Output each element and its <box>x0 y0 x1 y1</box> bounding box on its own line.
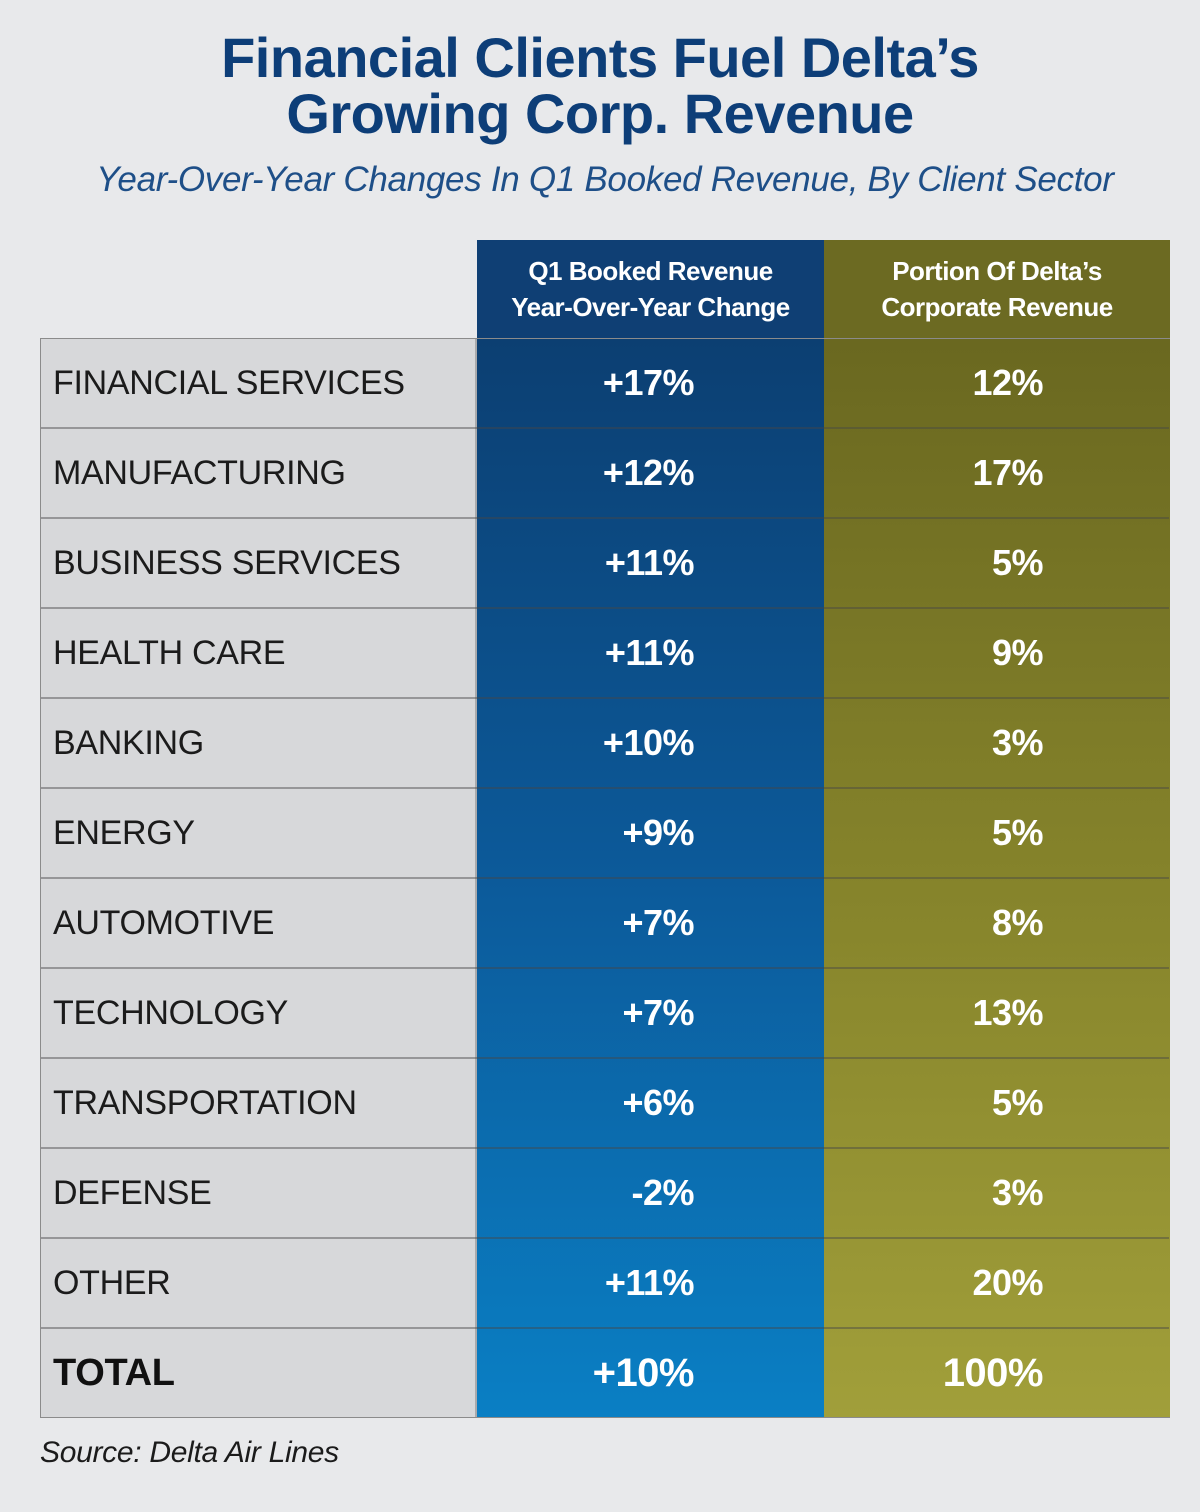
sector-label: FINANCIAL SERVICES <box>53 363 405 402</box>
revenue-share-value: 3% <box>991 722 1044 763</box>
sector-label: HEALTH CARE <box>53 633 286 672</box>
table-row: DEFENSE -2% 3% <box>41 1149 1169 1239</box>
sector-label: MANUFACTURING <box>53 453 346 492</box>
yoy-change-value: +12% <box>602 452 695 493</box>
table-row-total: TOTAL +10% 100% <box>41 1329 1169 1419</box>
column-header-yoy-change-line1: Q1 Booked Revenue <box>528 256 773 286</box>
yoy-change-value: +17% <box>602 362 695 403</box>
table-row: ENERGY +9% 5% <box>41 789 1169 879</box>
revenue-share-value: 12% <box>972 362 1043 403</box>
revenue-share-value: 9% <box>991 632 1044 673</box>
revenue-share-value: 17% <box>972 452 1043 493</box>
column-header-yoy-change-line2: Year-Over-Year Change <box>511 292 790 322</box>
yoy-change-value: +7% <box>622 902 694 943</box>
yoy-change-value: -2% <box>631 1172 694 1213</box>
sector-label: OTHER <box>53 1263 171 1302</box>
sector-label: TRANSPORTATION <box>53 1083 357 1122</box>
table-row: AUTOMOTIVE +7% 8% <box>41 879 1169 969</box>
revenue-share-value: 5% <box>991 1082 1044 1123</box>
yoy-change-value: +7% <box>622 992 694 1033</box>
revenue-share-column-background <box>824 339 1170 1417</box>
table-rows: FINANCIAL SERVICES +17% 12% MANUFACTURING +1… <box>41 339 1169 1417</box>
yoy-change-value: +11% <box>604 1262 695 1303</box>
column-header-yoy-change: Q1 Booked Revenue Year-Over-Year Change <box>477 240 824 338</box>
table-row: BANKING +10% 3% <box>41 699 1169 789</box>
sector-label: TOTAL <box>53 1351 175 1394</box>
table-row: TRANSPORTATION +6% 5% <box>41 1059 1169 1149</box>
chart-subtitle: Year-Over-Year Changes In Q1 Booked Reve… <box>96 160 1114 199</box>
yoy-change-value: +10% <box>602 722 695 763</box>
sector-label: ENERGY <box>53 813 195 852</box>
chart-title-line1: Financial Clients Fuel Delta’s <box>221 26 979 89</box>
table-row: MANUFACTURING +12% 17% <box>41 429 1169 519</box>
revenue-share-value: 100% <box>942 1350 1044 1395</box>
sector-label: BANKING <box>53 723 204 762</box>
yoy-change-value: +9% <box>622 812 694 853</box>
sector-label: TECHNOLOGY <box>53 993 289 1032</box>
yoy-change-value: +6% <box>622 1082 694 1123</box>
sector-column-background <box>41 339 477 1417</box>
table-row: TECHNOLOGY +7% 13% <box>41 969 1169 1059</box>
chart-title-line2: Growing Corp. Revenue <box>286 82 914 145</box>
yoy-change-value: +11% <box>604 632 695 673</box>
revenue-share-value: 3% <box>991 1172 1044 1213</box>
sector-label: DEFENSE <box>53 1173 212 1212</box>
table-row: BUSINESS SERVICES +11% 5% <box>41 519 1169 609</box>
sector-label: AUTOMOTIVE <box>53 903 275 942</box>
revenue-table: FINANCIAL SERVICES +17% 12% MANUFACTURING +1… <box>40 338 1170 1418</box>
revenue-share-value: 5% <box>991 812 1044 853</box>
column-header-revenue-share-line2: Corporate Revenue <box>881 292 1113 322</box>
table-row: FINANCIAL SERVICES +17% 12% <box>41 339 1169 429</box>
column-header-revenue-share-line1: Portion Of Delta’s <box>892 256 1102 286</box>
source-note: Source: Delta Air Lines <box>40 1436 339 1469</box>
revenue-share-value: 5% <box>991 542 1044 583</box>
yoy-change-column-background <box>477 339 824 1417</box>
yoy-change-value: +10% <box>592 1350 695 1395</box>
sector-label: BUSINESS SERVICES <box>53 543 401 582</box>
revenue-share-value: 20% <box>972 1262 1043 1303</box>
chart-title: Financial Clients Fuel Delta’s Growing C… <box>0 30 1200 142</box>
revenue-share-value: 8% <box>991 902 1044 943</box>
column-header-revenue-share: Portion Of Delta’s Corporate Revenue <box>824 240 1170 338</box>
yoy-change-value: +11% <box>604 542 695 583</box>
revenue-share-value: 13% <box>972 992 1043 1033</box>
table-row: OTHER +11% 20% <box>41 1239 1169 1329</box>
table-row: HEALTH CARE +11% 9% <box>41 609 1169 699</box>
